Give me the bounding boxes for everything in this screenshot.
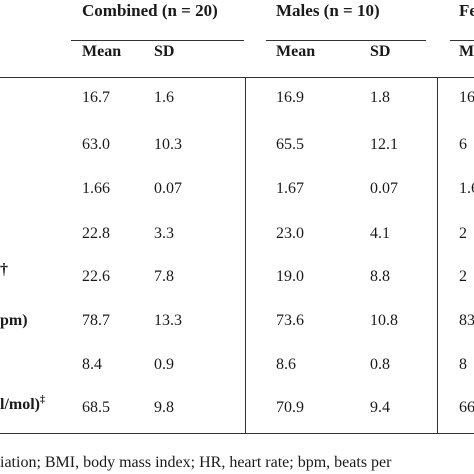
cell-males-sd: 12.1 — [370, 136, 398, 153]
cell-combined-mean: 1.66 — [82, 180, 110, 197]
cell-combined-sd: 0.9 — [154, 356, 174, 373]
cell-females-mean: 6 — [459, 136, 467, 153]
row-label-6: l/mol)‡ — [0, 394, 45, 413]
subheader-females-mean: M — [459, 43, 474, 60]
cell-combined-mean: 22.8 — [82, 225, 110, 242]
cell-males-mean: 65.5 — [276, 136, 304, 153]
cell-females-mean: 1.6 — [459, 180, 474, 197]
cell-combined-sd: 1.6 — [154, 89, 174, 106]
header-rule — [0, 77, 474, 78]
cell-combined-mean: 16.7 — [82, 89, 110, 106]
cell-males-sd: 0.07 — [370, 180, 398, 197]
cell-females-mean: 2 — [459, 268, 467, 285]
table-footnote: iation; BMI, body mass index; HR, heart … — [0, 454, 392, 471]
cell-combined-sd: 9.8 — [154, 399, 174, 416]
cell-males-mean: 8.6 — [276, 356, 296, 373]
subheader-combined-sd: SD — [154, 43, 175, 60]
cell-males-sd: 9.4 — [370, 399, 390, 416]
cell-males-mean: 70.9 — [276, 399, 304, 416]
cell-females-mean: 66 — [459, 399, 474, 416]
subheader-males-mean: Mean — [276, 43, 316, 60]
cell-combined-mean: 63.0 — [82, 136, 110, 153]
header-females: Fe — [459, 1, 474, 20]
cell-combined-mean: 8.4 — [82, 356, 102, 373]
cell-combined-mean: 68.5 — [82, 399, 110, 416]
cell-males-mean: 16.9 — [276, 89, 304, 106]
separator-males-females — [437, 77, 438, 433]
cell-males-sd: 4.1 — [370, 225, 390, 242]
cell-males-sd: 0.8 — [370, 356, 390, 373]
header-males: Males (n = 10) — [276, 1, 380, 20]
header-combined: Combined (n = 20) — [82, 1, 218, 20]
row-label-3: † — [0, 261, 8, 278]
cell-combined-sd: 3.3 — [154, 225, 174, 242]
cell-combined-sd: 13.3 — [154, 312, 182, 329]
cell-combined-sd: 7.8 — [154, 268, 174, 285]
cell-males-mean: 1.67 — [276, 180, 304, 197]
cell-combined-sd: 0.07 — [154, 180, 182, 197]
cell-males-mean: 23.0 — [276, 225, 304, 242]
rule-females — [450, 40, 474, 41]
subheader-combined-mean: Mean — [82, 43, 122, 60]
cell-males-mean: 19.0 — [276, 268, 304, 285]
cell-females-mean: 83 — [459, 312, 474, 329]
cell-males-sd: 8.8 — [370, 268, 390, 285]
separator-combined-males — [245, 77, 246, 433]
subheader-males-sd: SD — [370, 43, 391, 60]
cell-combined-sd: 10.3 — [154, 136, 182, 153]
cell-females-mean: 2 — [459, 225, 467, 242]
cell-combined-mean: 22.6 — [82, 268, 110, 285]
cell-females-mean: 16 — [459, 89, 474, 106]
cell-males-sd: 10.8 — [370, 312, 398, 329]
cell-males-mean: 73.6 — [276, 312, 304, 329]
row-label-4: pm) — [0, 312, 28, 329]
table-bottom-rule — [0, 433, 474, 434]
rule-combined — [71, 40, 244, 41]
cell-combined-mean: 78.7 — [82, 312, 110, 329]
cell-males-sd: 1.8 — [370, 89, 390, 106]
cell-females-mean: 8 — [459, 356, 467, 373]
rule-males — [266, 40, 426, 41]
